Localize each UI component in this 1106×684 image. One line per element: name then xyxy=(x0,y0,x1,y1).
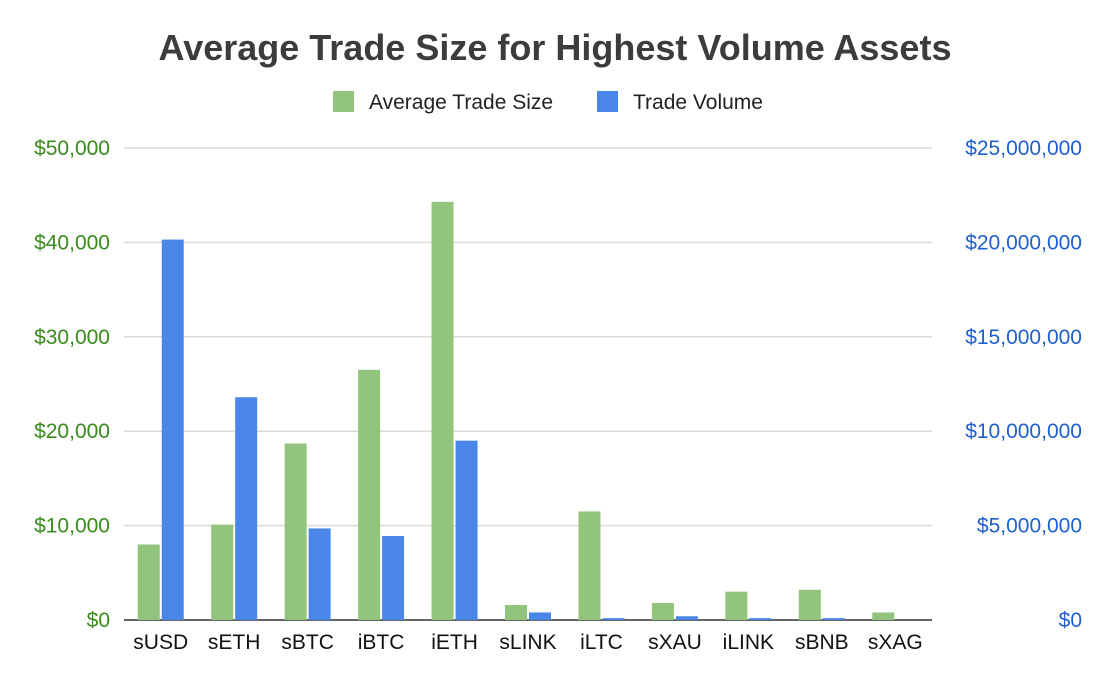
legend-label-trade-volume: Trade Volume xyxy=(633,91,763,114)
x-tick-label: iETH xyxy=(431,631,478,654)
bar-trade-volume-sbtc xyxy=(308,528,331,620)
bar-trade-volume-susd xyxy=(161,239,184,620)
legend-swatch-average-trade-size xyxy=(333,91,354,112)
left-axis: $0 $10,000 $20,000 $30,000 $40,000 $50,000 xyxy=(34,137,110,632)
bar-trade-volume-slink xyxy=(529,612,551,620)
right-tick-label: $0 xyxy=(1059,609,1082,632)
right-tick-label: $20,000,000 xyxy=(965,231,1082,254)
x-tick-label: sLINK xyxy=(499,631,556,654)
x-tick-label: sUSD xyxy=(133,631,188,654)
bar-average-trade-size-seth xyxy=(211,524,234,620)
chart-legend: Average Trade Size Trade Volume xyxy=(333,91,763,114)
left-tick-label: $0 xyxy=(87,609,110,632)
right-axis: $0 $5,000,000 $10,000,000 $15,000,000 $20,00… xyxy=(965,137,1082,632)
x-axis: sUSD sETH sBTC iBTC iETH sLINK iLTC sXAU iLINK sB… xyxy=(133,631,922,654)
bar-trade-volume-ilink xyxy=(749,618,772,620)
left-tick-label: $20,000 xyxy=(34,420,110,443)
bar-average-trade-size-sxag xyxy=(872,612,895,620)
bar-average-trade-size-slink xyxy=(505,604,527,620)
left-tick-label: $40,000 xyxy=(34,231,110,254)
right-tick-label: $25,000,000 xyxy=(965,137,1082,160)
x-tick-label: sBNB xyxy=(795,631,849,654)
right-tick-label: $15,000,000 xyxy=(965,326,1082,349)
x-tick-label: iBTC xyxy=(358,631,405,654)
legend-swatch-trade-volume xyxy=(597,91,618,112)
chart-title: Average Trade Size for Highest Volume As… xyxy=(159,27,952,68)
bar-trade-volume-iltc xyxy=(602,618,625,620)
legend-label-average-trade-size: Average Trade Size xyxy=(369,91,553,114)
bar-trade-volume-sxau xyxy=(675,616,698,620)
x-tick-label: sXAG xyxy=(868,631,923,654)
left-tick-label: $10,000 xyxy=(34,515,110,538)
bar-average-trade-size-susd xyxy=(137,544,160,620)
bar-average-trade-size-ilink xyxy=(725,591,748,620)
right-tick-label: $10,000,000 xyxy=(965,420,1082,443)
bar-trade-volume-seth xyxy=(235,397,258,620)
bar-average-trade-size-sxau xyxy=(651,603,674,620)
bar-average-trade-size-ieth xyxy=(431,201,454,621)
left-tick-label: $30,000 xyxy=(34,326,110,349)
x-tick-label: sETH xyxy=(208,631,261,654)
bar-trade-volume-ibtc xyxy=(382,535,405,620)
bar-average-trade-size-sbnb xyxy=(798,589,821,620)
gridlines xyxy=(124,147,932,621)
bar-average-trade-size-sbtc xyxy=(284,443,307,620)
x-tick-label: sXAU xyxy=(648,631,702,654)
x-tick-label: iLTC xyxy=(580,631,623,654)
bar-average-trade-size-iltc xyxy=(578,511,601,620)
x-tick-label: sBTC xyxy=(281,631,334,654)
bar-trade-volume-ieth xyxy=(455,440,478,620)
bar-trade-volume-sbnb xyxy=(822,618,845,620)
x-tick-label: iLINK xyxy=(723,631,774,654)
left-tick-label: $50,000 xyxy=(34,137,110,160)
right-tick-label: $5,000,000 xyxy=(977,515,1082,538)
bar-average-trade-size-ibtc xyxy=(358,369,381,620)
bars xyxy=(137,201,895,621)
